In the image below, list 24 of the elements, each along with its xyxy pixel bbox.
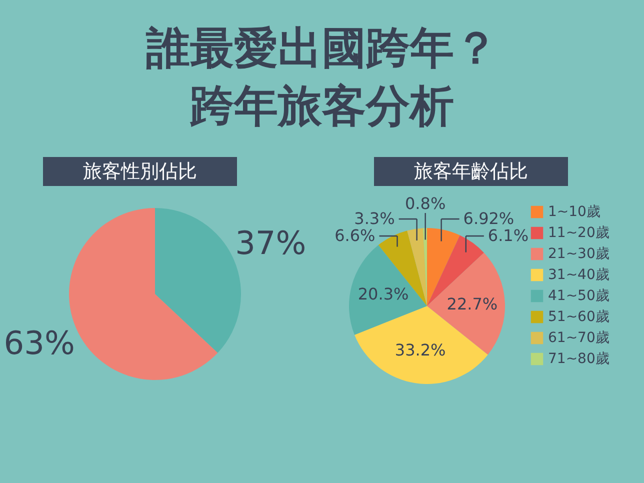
data-label: 0.8% [405,194,446,213]
chart-title: 旅客年齡佔比 [414,160,528,182]
legend-label: 11~20歲 [548,225,610,241]
legend-label: 71~80歲 [548,351,610,367]
chart-title: 旅客性別佔比 [83,160,197,182]
data-label: 33.2% [394,340,446,360]
data-label: 20.3% [358,284,409,304]
pie-slice [349,245,427,335]
legend-label: 41~50歲 [548,288,610,304]
data-label: 3.3% [354,209,395,228]
data-label: 63% [4,324,75,362]
data-label: 6.1% [488,226,529,245]
text: 跨年旅客分析 [189,81,454,132]
data-label: 6.92% [463,209,514,228]
legend-label: 21~30歲 [548,246,610,262]
data-label: 37% [235,224,306,262]
pie-slice [407,228,427,306]
data-label: 22.7% [446,294,498,314]
data-label: 6.6% [334,226,376,245]
legend-label: 61~70歲 [548,330,610,346]
legend-label: 51~60歲 [548,309,610,325]
legend-label: 1~10歲 [548,204,600,220]
text: 誰最愛出國跨年？ [145,23,498,74]
legend-label: 31~40歲 [548,267,610,283]
